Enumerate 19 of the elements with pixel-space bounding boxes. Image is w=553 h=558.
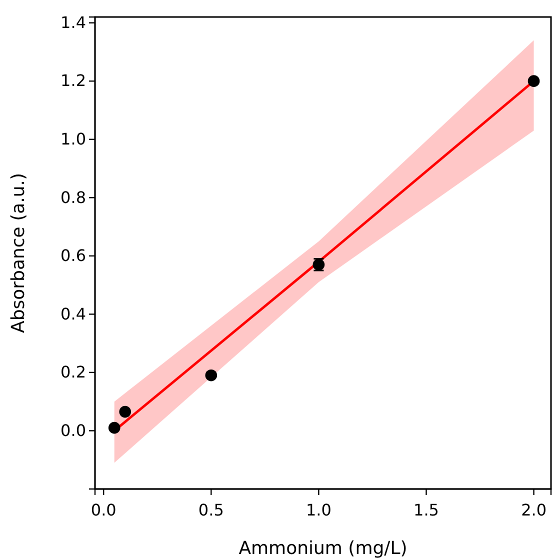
y-tick-label: 1.4 [60, 12, 86, 32]
x-tick-label: 0.0 [90, 500, 116, 520]
y-tick-label: 0.0 [60, 420, 86, 440]
y-tick-label: 0.6 [60, 246, 86, 266]
point [205, 369, 218, 382]
y-tick-label: 0.8 [60, 188, 86, 207]
point [108, 422, 120, 434]
x-tick-label: 1.5 [414, 500, 439, 520]
y-tick-label: 1.0 [60, 129, 86, 148]
y-tick-label: 0.4 [60, 304, 86, 324]
x-tick-label: 0.5 [198, 500, 224, 520]
point [528, 75, 540, 88]
y-axis-title: Absorbance (a.u.) [8, 172, 29, 334]
y-tick-label: 1.2 [60, 71, 86, 90]
y-tick-label: 0.2 [60, 362, 86, 382]
point [119, 406, 132, 418]
x-tick-label: 1.0 [306, 500, 332, 520]
x-axis-title: Ammonium (mg/L) [238, 538, 408, 558]
x-tick-label: 2.0 [521, 500, 547, 520]
